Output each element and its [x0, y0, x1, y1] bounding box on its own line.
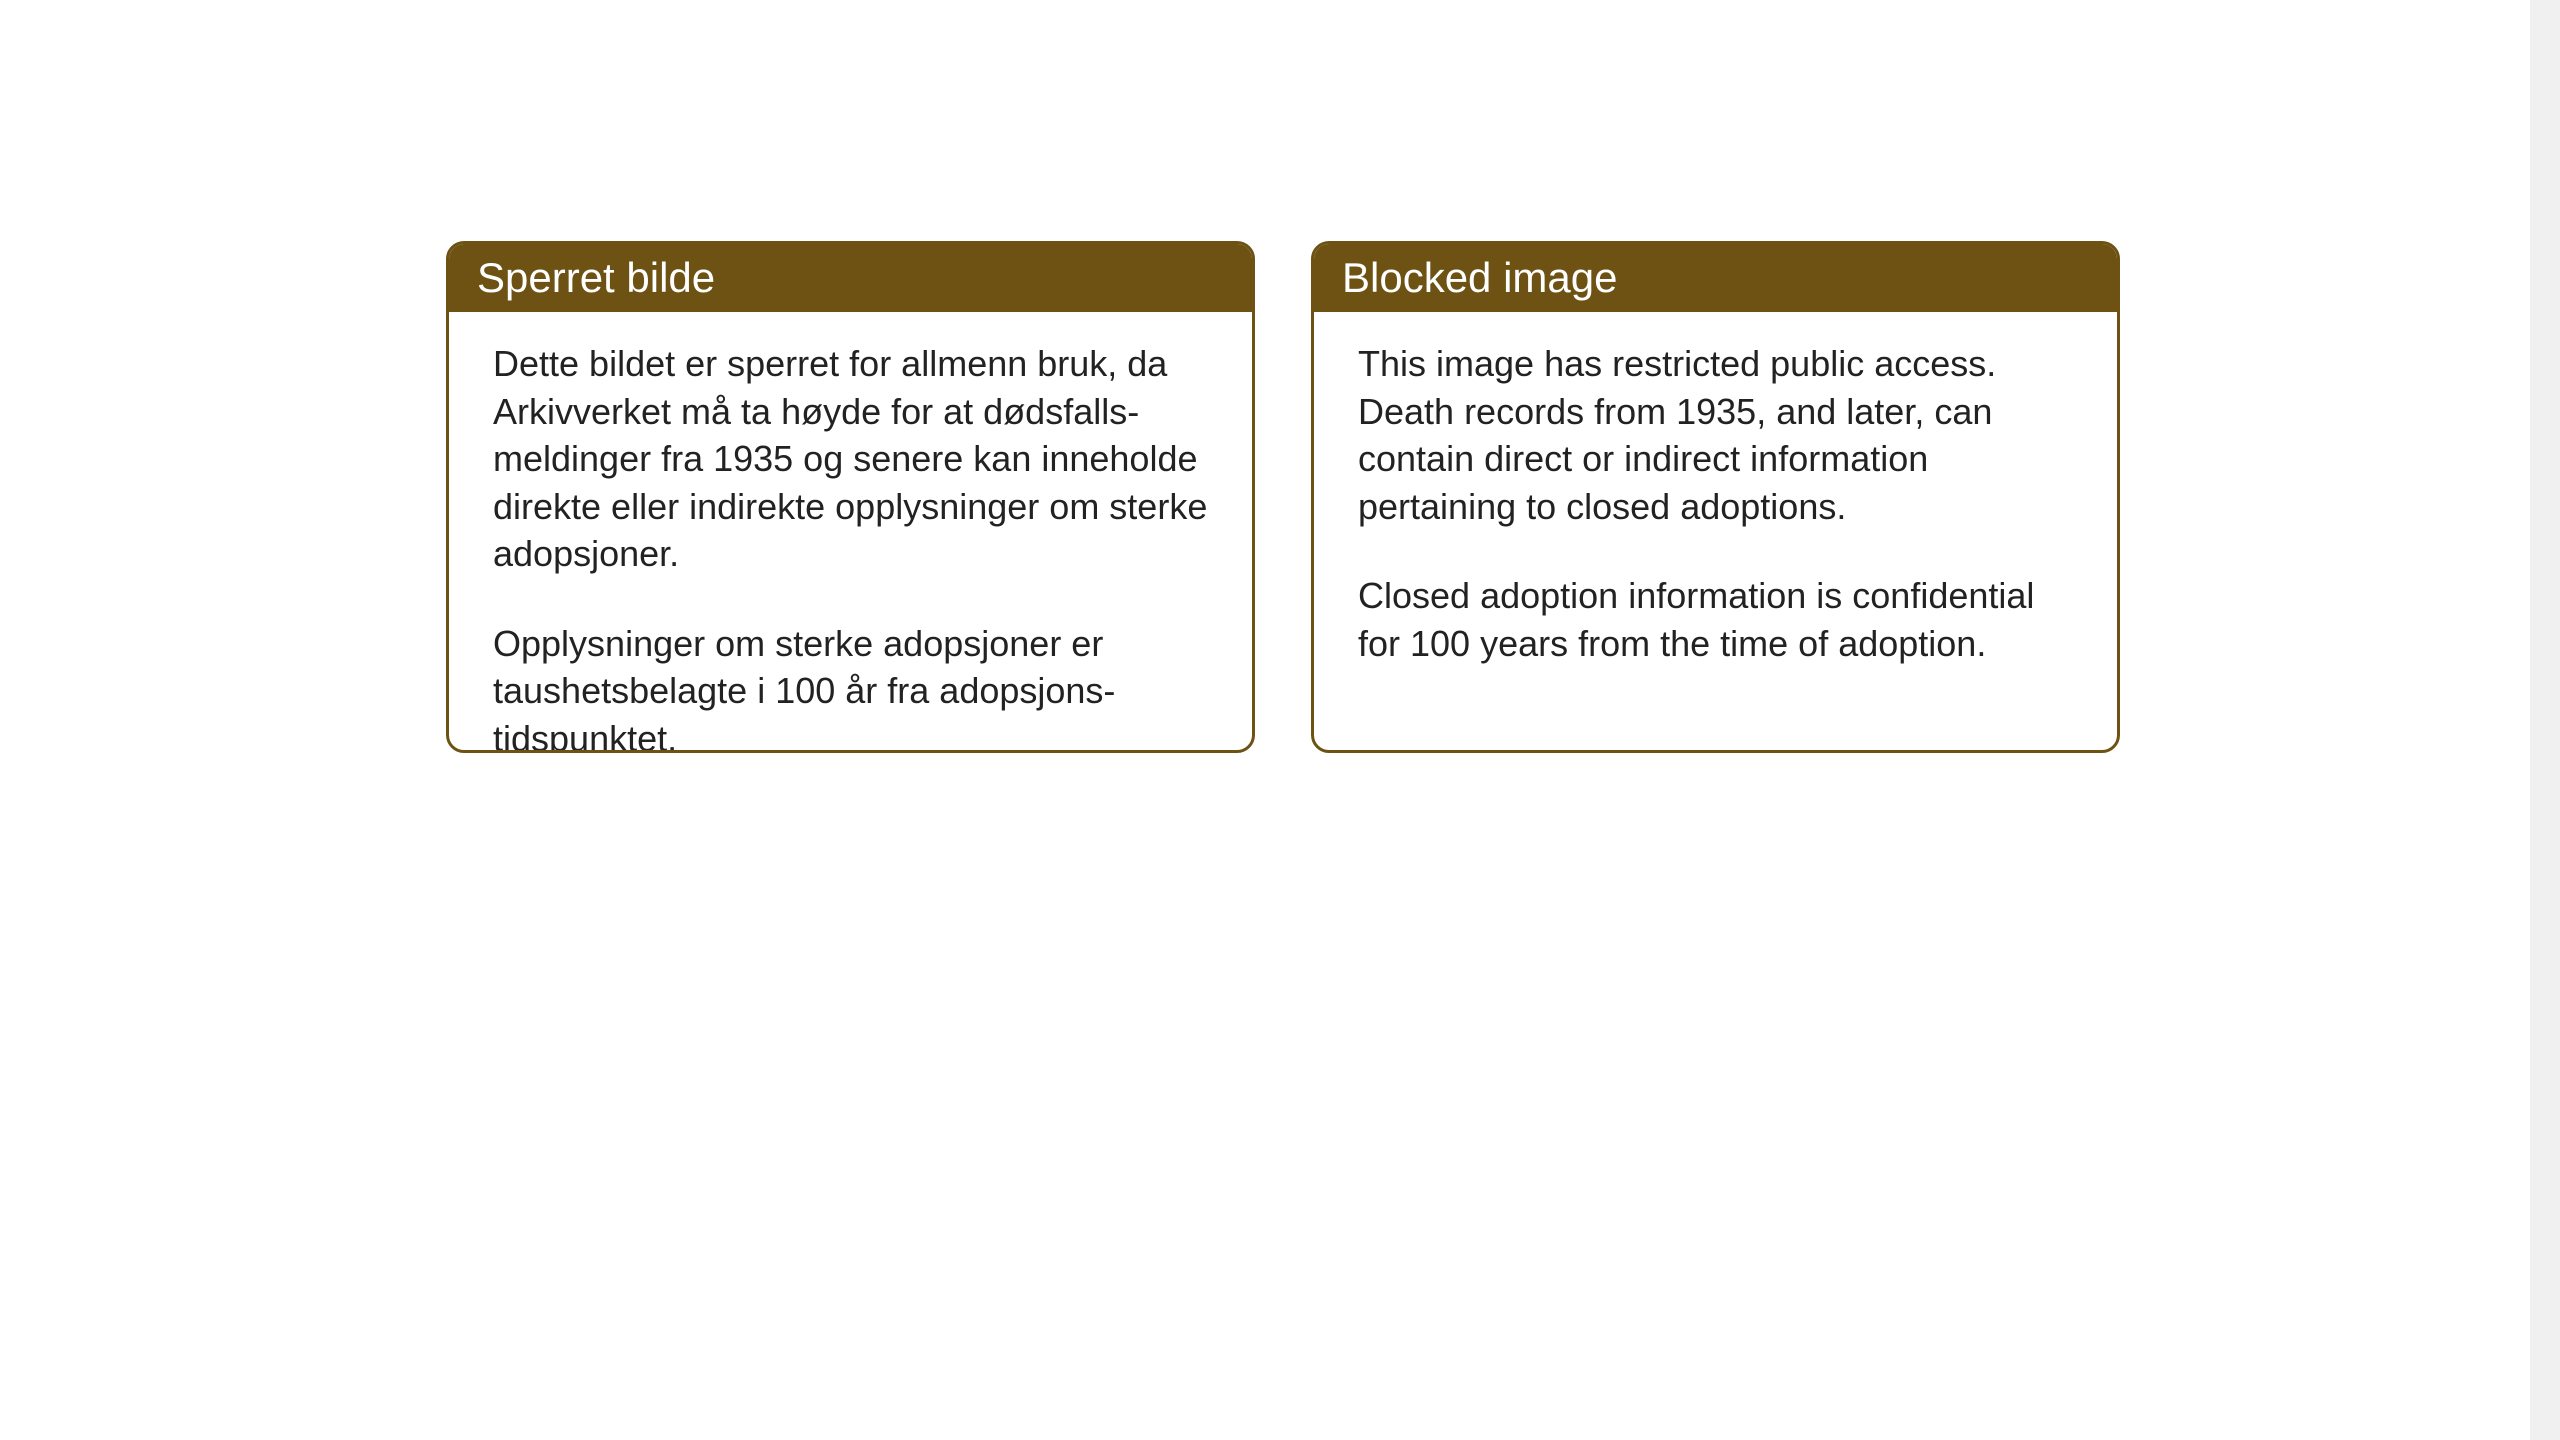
norwegian-paragraph-2: Opplysninger om sterke adopsjoner er tau… — [493, 620, 1208, 753]
scrollbar-track[interactable] — [2530, 0, 2560, 1440]
norwegian-card-title: Sperret bilde — [449, 244, 1252, 312]
norwegian-paragraph-1: Dette bildet er sperret for allmenn bruk… — [493, 340, 1208, 578]
english-card-body: This image has restricted public access.… — [1314, 312, 2117, 695]
english-notice-card: Blocked image This image has restricted … — [1311, 241, 2120, 753]
norwegian-notice-card: Sperret bilde Dette bildet er sperret fo… — [446, 241, 1255, 753]
english-card-title: Blocked image — [1314, 244, 2117, 312]
english-paragraph-2: Closed adoption information is confident… — [1358, 572, 2073, 667]
norwegian-card-body: Dette bildet er sperret for allmenn bruk… — [449, 312, 1252, 753]
notice-cards-container: Sperret bilde Dette bildet er sperret fo… — [446, 241, 2120, 753]
english-paragraph-1: This image has restricted public access.… — [1358, 340, 2073, 530]
